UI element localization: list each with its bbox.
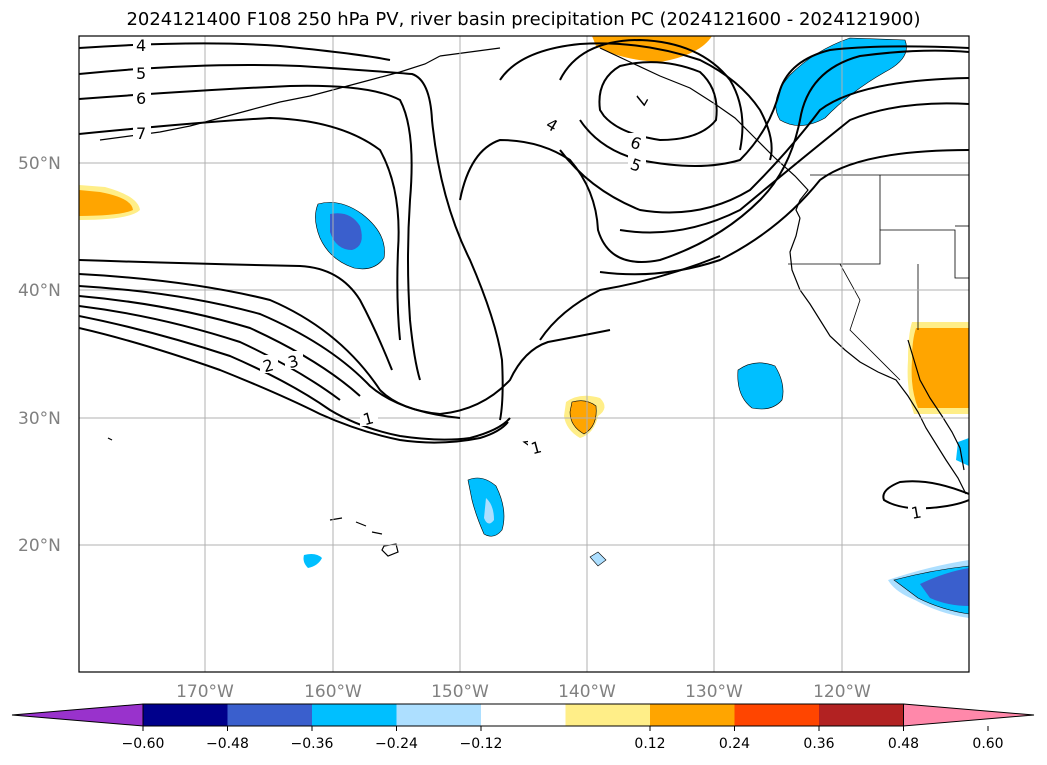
lon-label: 170°W <box>176 682 234 702</box>
longitude-labels: 170°W 160°W 150°W 140°W 130°W 120°W <box>176 682 871 702</box>
colorbar-label: −0.36 <box>291 736 334 752</box>
colorbar: −0.60 −0.48 −0.36 −0.24 −0.12 0.12 0.24 0.36 0.4… <box>11 703 1035 752</box>
colorbar-label: −0.48 <box>206 736 249 752</box>
contour-label: 1 <box>910 502 923 522</box>
colorbar-extend-low <box>11 703 144 727</box>
precip-negative-area <box>303 554 322 568</box>
lon-label: 140°W <box>558 682 616 702</box>
lat-label: 30°N <box>18 409 61 429</box>
lon-label: 120°W <box>813 682 871 702</box>
colorbar-segment <box>819 704 904 726</box>
colorbar-label: −0.24 <box>375 736 418 752</box>
contour-label: 7 <box>136 124 146 143</box>
contour-labels: 4 5 6 7 4 6 5 7 3 2 1 1 1 <box>133 36 926 523</box>
precip-positive-area <box>79 190 133 216</box>
colorbar-label: −0.12 <box>460 736 503 752</box>
colorbar-label: 0.60 <box>972 736 1003 752</box>
lon-label: 130°W <box>685 682 743 702</box>
latitude-labels: 50°N 40°N 30°N 20°N <box>18 154 61 556</box>
colorbar-label: 0.12 <box>634 736 665 752</box>
colorbar-label: −0.60 <box>122 736 165 752</box>
lat-label: 50°N <box>18 154 61 174</box>
precip-weak-negative-area <box>484 498 494 524</box>
precip-negative-area <box>737 362 784 410</box>
precip-positive-area <box>911 328 969 408</box>
colorbar-label: 0.24 <box>719 736 750 752</box>
precip-strong-negative-area <box>920 568 969 606</box>
precip-weak-negative-area <box>589 551 607 567</box>
precip-strong-negative-area <box>330 213 362 250</box>
pv-contours <box>79 38 969 510</box>
contour-label: 3 <box>286 351 301 372</box>
lat-label: 20°N <box>18 536 61 556</box>
colorbar-segment <box>227 704 312 726</box>
colorbar-segment <box>650 704 735 726</box>
contour-label: 4 <box>136 36 146 55</box>
precip-negative-area <box>956 438 969 466</box>
lon-label: 160°W <box>304 682 362 702</box>
country-borders <box>788 174 969 381</box>
colorbar-label: 0.48 <box>888 736 919 752</box>
precip-positive-area <box>569 400 597 435</box>
contour-label: 5 <box>136 64 146 83</box>
contour-label: 2 <box>261 355 276 376</box>
colorbar-segment <box>396 704 481 726</box>
map-frame <box>78 35 970 673</box>
colorbar-segment <box>734 704 819 726</box>
contour-label: 6 <box>136 89 146 108</box>
contour-label: 1 <box>361 408 376 429</box>
colorbar-segment <box>481 704 566 726</box>
lat-label: 40°N <box>18 281 61 301</box>
colorbar-label: 0.36 <box>803 736 834 752</box>
colorbar-segment <box>565 704 650 726</box>
colorbar-outline <box>142 703 904 727</box>
contour-label: 1 <box>529 437 544 458</box>
colorbar-segment <box>143 704 228 726</box>
lon-label: 150°W <box>431 682 489 702</box>
map-title: 2024121400 F108 250 hPa PV, river basin … <box>126 9 921 30</box>
colorbar-extend-high <box>903 703 1035 727</box>
precip-negative-area <box>775 37 907 126</box>
colorbar-segment <box>312 704 397 726</box>
gridlines <box>79 36 969 672</box>
